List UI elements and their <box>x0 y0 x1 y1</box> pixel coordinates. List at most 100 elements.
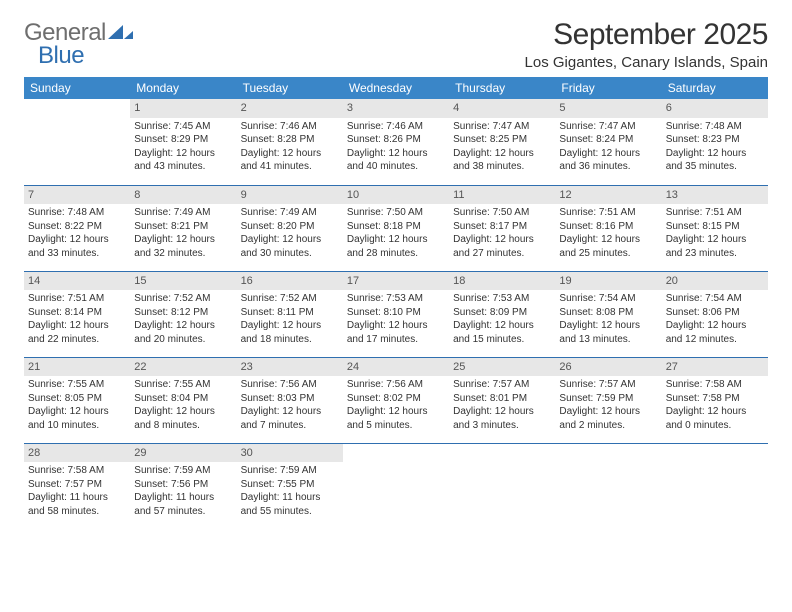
sunset-line: Sunset: 8:29 PM <box>134 133 232 147</box>
calendar-day-cell: 12Sunrise: 7:51 AMSunset: 8:16 PMDayligh… <box>555 185 661 271</box>
calendar-day-cell: 1Sunrise: 7:45 AMSunset: 8:29 PMDaylight… <box>130 99 236 185</box>
sunset-line: Sunset: 8:17 PM <box>453 220 551 234</box>
calendar-day-cell: 29Sunrise: 7:59 AMSunset: 7:56 PMDayligh… <box>130 443 236 529</box>
day-number: 22 <box>130 358 236 377</box>
day-number: 13 <box>662 186 768 205</box>
calendar-day-cell: 25Sunrise: 7:57 AMSunset: 8:01 PMDayligh… <box>449 357 555 443</box>
sunrise-line: Sunrise: 7:58 AM <box>28 464 126 478</box>
sunset-line: Sunset: 8:03 PM <box>241 392 339 406</box>
day-number: 3 <box>343 99 449 118</box>
sunrise-line: Sunrise: 7:58 AM <box>666 378 764 392</box>
calendar-day-cell: 4Sunrise: 7:47 AMSunset: 8:25 PMDaylight… <box>449 99 555 185</box>
day-number: 23 <box>237 358 343 377</box>
daylight-line: Daylight: 11 hours and 58 minutes. <box>28 491 126 518</box>
location-subtitle: Los Gigantes, Canary Islands, Spain <box>525 54 768 71</box>
calendar-day-cell: 5Sunrise: 7:47 AMSunset: 8:24 PMDaylight… <box>555 99 661 185</box>
sunrise-line: Sunrise: 7:55 AM <box>28 378 126 392</box>
header: General Blue September 2025 Los Gigantes… <box>24 18 768 71</box>
sunset-line: Sunset: 8:04 PM <box>134 392 232 406</box>
sunrise-line: Sunrise: 7:45 AM <box>134 120 232 134</box>
sunrise-line: Sunrise: 7:47 AM <box>453 120 551 134</box>
sunrise-line: Sunrise: 7:53 AM <box>347 292 445 306</box>
sunset-line: Sunset: 8:20 PM <box>241 220 339 234</box>
calendar-day-cell: 24Sunrise: 7:56 AMSunset: 8:02 PMDayligh… <box>343 357 449 443</box>
sunset-line: Sunset: 7:59 PM <box>559 392 657 406</box>
sunrise-line: Sunrise: 7:49 AM <box>241 206 339 220</box>
daylight-line: Daylight: 12 hours and 23 minutes. <box>666 233 764 260</box>
daylight-line: Daylight: 12 hours and 5 minutes. <box>347 405 445 432</box>
calendar-week-row: 28Sunrise: 7:58 AMSunset: 7:57 PMDayligh… <box>24 443 768 529</box>
sunset-line: Sunset: 8:16 PM <box>559 220 657 234</box>
sunrise-line: Sunrise: 7:46 AM <box>241 120 339 134</box>
weekday-header: Saturday <box>662 77 768 99</box>
sunset-line: Sunset: 8:15 PM <box>666 220 764 234</box>
calendar-week-row: 21Sunrise: 7:55 AMSunset: 8:05 PMDayligh… <box>24 357 768 443</box>
day-number: 14 <box>24 272 130 291</box>
sunset-line: Sunset: 7:55 PM <box>241 478 339 492</box>
logo: General Blue <box>24 22 134 68</box>
day-number: 21 <box>24 358 130 377</box>
sunset-line: Sunset: 8:05 PM <box>28 392 126 406</box>
day-number: 11 <box>449 186 555 205</box>
day-number: 26 <box>555 358 661 377</box>
sunrise-line: Sunrise: 7:56 AM <box>347 378 445 392</box>
calendar-day-cell: 27Sunrise: 7:58 AMSunset: 7:58 PMDayligh… <box>662 357 768 443</box>
weekday-header: Sunday <box>24 77 130 99</box>
daylight-line: Daylight: 12 hours and 25 minutes. <box>559 233 657 260</box>
calendar-day-cell: 18Sunrise: 7:53 AMSunset: 8:09 PMDayligh… <box>449 271 555 357</box>
sunset-line: Sunset: 8:01 PM <box>453 392 551 406</box>
calendar-table: SundayMondayTuesdayWednesdayThursdayFrid… <box>24 77 768 529</box>
sunrise-line: Sunrise: 7:55 AM <box>134 378 232 392</box>
sunrise-line: Sunrise: 7:47 AM <box>559 120 657 134</box>
daylight-line: Daylight: 12 hours and 15 minutes. <box>453 319 551 346</box>
sunset-line: Sunset: 7:58 PM <box>666 392 764 406</box>
weekday-header: Monday <box>130 77 236 99</box>
calendar-day-cell: 22Sunrise: 7:55 AMSunset: 8:04 PMDayligh… <box>130 357 236 443</box>
sunrise-line: Sunrise: 7:51 AM <box>28 292 126 306</box>
sunset-line: Sunset: 8:02 PM <box>347 392 445 406</box>
daylight-line: Daylight: 12 hours and 22 minutes. <box>28 319 126 346</box>
page-title: September 2025 <box>525 18 768 52</box>
calendar-empty-cell <box>343 443 449 529</box>
daylight-line: Daylight: 12 hours and 20 minutes. <box>134 319 232 346</box>
calendar-day-cell: 26Sunrise: 7:57 AMSunset: 7:59 PMDayligh… <box>555 357 661 443</box>
sunrise-line: Sunrise: 7:49 AM <box>134 206 232 220</box>
daylight-line: Daylight: 12 hours and 30 minutes. <box>241 233 339 260</box>
day-number: 29 <box>130 444 236 463</box>
daylight-line: Daylight: 12 hours and 35 minutes. <box>666 147 764 174</box>
sunrise-line: Sunrise: 7:50 AM <box>347 206 445 220</box>
daylight-line: Daylight: 11 hours and 55 minutes. <box>241 491 339 518</box>
sunrise-line: Sunrise: 7:59 AM <box>241 464 339 478</box>
sunrise-line: Sunrise: 7:57 AM <box>559 378 657 392</box>
daylight-line: Daylight: 12 hours and 33 minutes. <box>28 233 126 260</box>
calendar-week-row: 1Sunrise: 7:45 AMSunset: 8:29 PMDaylight… <box>24 99 768 185</box>
sunset-line: Sunset: 8:06 PM <box>666 306 764 320</box>
calendar-day-cell: 30Sunrise: 7:59 AMSunset: 7:55 PMDayligh… <box>237 443 343 529</box>
calendar-day-cell: 6Sunrise: 7:48 AMSunset: 8:23 PMDaylight… <box>662 99 768 185</box>
weekday-header: Friday <box>555 77 661 99</box>
day-number: 20 <box>662 272 768 291</box>
day-number: 27 <box>662 358 768 377</box>
calendar-empty-cell <box>662 443 768 529</box>
day-number: 19 <box>555 272 661 291</box>
day-number: 25 <box>449 358 555 377</box>
sunrise-line: Sunrise: 7:50 AM <box>453 206 551 220</box>
day-number: 30 <box>237 444 343 463</box>
calendar-day-cell: 8Sunrise: 7:49 AMSunset: 8:21 PMDaylight… <box>130 185 236 271</box>
weekday-header: Tuesday <box>237 77 343 99</box>
calendar-day-cell: 23Sunrise: 7:56 AMSunset: 8:03 PMDayligh… <box>237 357 343 443</box>
calendar-empty-cell <box>24 99 130 185</box>
sunrise-line: Sunrise: 7:53 AM <box>453 292 551 306</box>
calendar-day-cell: 21Sunrise: 7:55 AMSunset: 8:05 PMDayligh… <box>24 357 130 443</box>
day-number: 15 <box>130 272 236 291</box>
daylight-line: Daylight: 11 hours and 57 minutes. <box>134 491 232 518</box>
calendar-day-cell: 16Sunrise: 7:52 AMSunset: 8:11 PMDayligh… <box>237 271 343 357</box>
sunset-line: Sunset: 8:12 PM <box>134 306 232 320</box>
daylight-line: Daylight: 12 hours and 41 minutes. <box>241 147 339 174</box>
day-number: 2 <box>237 99 343 118</box>
day-number: 16 <box>237 272 343 291</box>
sunset-line: Sunset: 8:08 PM <box>559 306 657 320</box>
day-number: 18 <box>449 272 555 291</box>
day-number: 9 <box>237 186 343 205</box>
sunset-line: Sunset: 8:11 PM <box>241 306 339 320</box>
